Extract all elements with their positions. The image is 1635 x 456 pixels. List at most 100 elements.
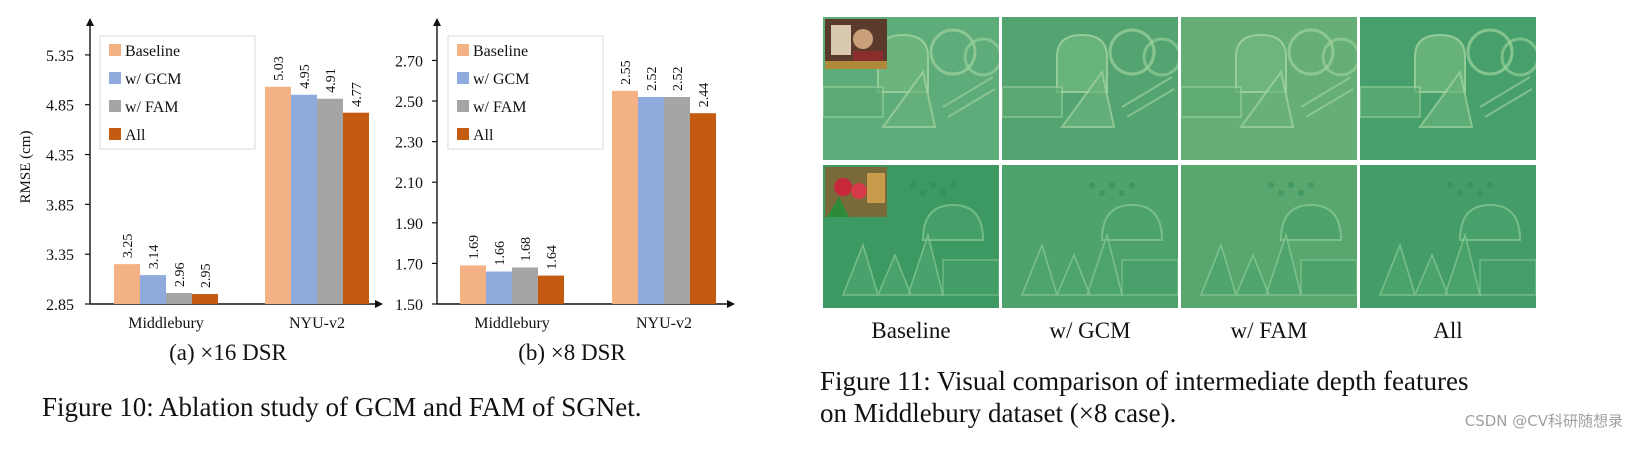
bar xyxy=(612,90,638,304)
legend-swatch xyxy=(457,72,469,84)
bar-value-label: 4.95 xyxy=(298,64,313,89)
category-label: NYU-v2 xyxy=(636,315,692,332)
bar xyxy=(140,275,166,304)
legend-swatch xyxy=(457,44,469,56)
watermark: CSDN @CV科研随想录 xyxy=(1464,412,1623,430)
legend-label: All xyxy=(473,127,494,144)
category-label: NYU-v2 xyxy=(289,315,345,332)
bar xyxy=(317,98,343,305)
legend-label: w/ FAM xyxy=(473,99,527,116)
bar xyxy=(538,275,564,304)
bar xyxy=(291,94,317,304)
category-label: Middlebury xyxy=(474,315,550,332)
legend-label: Baseline xyxy=(125,43,180,60)
column-label-w-gcm: w/ GCM xyxy=(1049,318,1131,343)
y-tick-label: 1.90 xyxy=(395,216,423,233)
y-tick-label: 4.85 xyxy=(46,98,74,115)
bar-value-label: 2.44 xyxy=(697,83,712,108)
y-tick-label: 3.35 xyxy=(46,247,74,264)
feature-map-picture xyxy=(823,17,999,160)
legend-box xyxy=(99,35,256,150)
bar-value-label: 2.52 xyxy=(671,66,686,91)
legend-swatch xyxy=(457,128,469,140)
x-axis-arrow xyxy=(375,300,383,308)
bar-value-label: 2.95 xyxy=(199,264,214,289)
legend-swatch xyxy=(109,128,121,140)
feature-map-art-scene-baseline xyxy=(823,17,999,160)
feature-map-art-scene-w-fam xyxy=(1181,17,1357,160)
legend-label: w/ GCM xyxy=(473,71,529,88)
legend-label: w/ GCM xyxy=(125,71,181,88)
bar xyxy=(664,96,690,304)
bar-value-label: 3.25 xyxy=(121,234,136,259)
y-tick-label: 3.85 xyxy=(46,197,74,214)
chart-b: 1.50 1.70 1.90 2.10 2.30 2.50 2.70 1.69 1.66 1.68… xyxy=(395,18,735,365)
y-tick-label: 2.50 xyxy=(395,94,423,111)
bar xyxy=(114,264,140,304)
bar xyxy=(512,267,538,304)
bar-value-label: 2.55 xyxy=(619,60,634,85)
y-tick-label: 2.30 xyxy=(395,135,423,152)
chart-subtitle: (b) ×8 DSR xyxy=(518,340,626,365)
legend-swatch xyxy=(109,72,121,84)
y-tick-label: 1.70 xyxy=(395,256,423,273)
bar-value-label: 1.69 xyxy=(467,235,482,260)
feature-map-moebius-scene-all xyxy=(1360,165,1536,308)
feature-map-picture xyxy=(1360,165,1536,308)
figure-11-caption-line-1: Figure 11: Visual comparison of intermed… xyxy=(820,366,1469,396)
feature-map-picture xyxy=(1002,17,1178,160)
legend-label: All xyxy=(125,127,146,144)
feature-comparison-grid xyxy=(823,17,1537,309)
feature-map-art-scene-w-gcm xyxy=(1002,17,1178,160)
bar xyxy=(486,271,512,304)
y-tick-label: 4.35 xyxy=(46,148,74,165)
bar xyxy=(460,265,486,304)
legend-box xyxy=(447,35,604,150)
chart-subtitle: (a) ×16 DSR xyxy=(169,340,287,365)
legend-label: w/ FAM xyxy=(125,99,179,116)
y-tick-label: 2.85 xyxy=(46,297,74,314)
column-label-w-fam: w/ FAM xyxy=(1230,318,1308,343)
bar xyxy=(690,113,716,304)
column-label-all: All xyxy=(1433,318,1463,343)
feature-map-picture xyxy=(1181,165,1357,308)
legend-swatch xyxy=(457,100,469,112)
feature-map-picture xyxy=(1181,17,1357,160)
bar-value-label: 1.66 xyxy=(493,241,508,266)
bar-value-label: 5.03 xyxy=(272,56,287,81)
y-tick-label: 1.50 xyxy=(395,297,423,314)
feature-map-picture xyxy=(823,165,999,308)
bar xyxy=(343,112,369,304)
bar xyxy=(265,86,291,304)
feature-map-picture xyxy=(1360,17,1536,160)
legend-swatch xyxy=(109,100,121,112)
legend-swatch xyxy=(109,44,121,56)
bar-value-label: 2.96 xyxy=(173,263,188,288)
bar xyxy=(638,96,664,304)
feature-map-art-scene-all xyxy=(1360,17,1536,160)
y-tick-label: 2.70 xyxy=(395,53,423,70)
rgb-thumbnail xyxy=(825,167,887,217)
feature-map-moebius-scene-w-fam xyxy=(1181,165,1357,308)
feature-map-moebius-scene-baseline xyxy=(823,165,999,308)
bar-value-label: 1.64 xyxy=(545,245,560,270)
y-tick-label: 2.10 xyxy=(395,175,423,192)
y-axis-arrow xyxy=(86,18,94,26)
chart-a: 2.85 3.35 3.85 4.35 4.85 5.35 RMSE (cm) 3.25 3.1… xyxy=(18,18,383,365)
feature-map-moebius-scene-w-gcm xyxy=(1002,165,1178,308)
figure-11-caption-line-2: on Middlebury dataset (×8 case). xyxy=(820,398,1177,428)
y-axis-arrow xyxy=(433,18,441,26)
bar-value-label: 3.14 xyxy=(147,245,162,270)
figure-10-caption: Figure 10: Ablation study of GCM and FAM… xyxy=(42,392,642,422)
ablation-charts: 2.85 3.35 3.85 4.35 4.85 5.35 RMSE (cm) 3.25 3.1… xyxy=(18,18,735,365)
legend-label: Baseline xyxy=(473,43,528,60)
y-axis-label: RMSE (cm) xyxy=(18,131,34,204)
bar-value-label: 4.91 xyxy=(324,68,339,93)
x-axis-arrow xyxy=(727,300,735,308)
bar xyxy=(166,293,192,304)
bar-value-label: 4.77 xyxy=(350,82,365,107)
y-tick-label: 5.35 xyxy=(46,48,74,65)
rgb-thumbnail xyxy=(825,19,887,69)
column-label-baseline: Baseline xyxy=(871,318,951,343)
feature-map-picture xyxy=(1002,165,1178,308)
